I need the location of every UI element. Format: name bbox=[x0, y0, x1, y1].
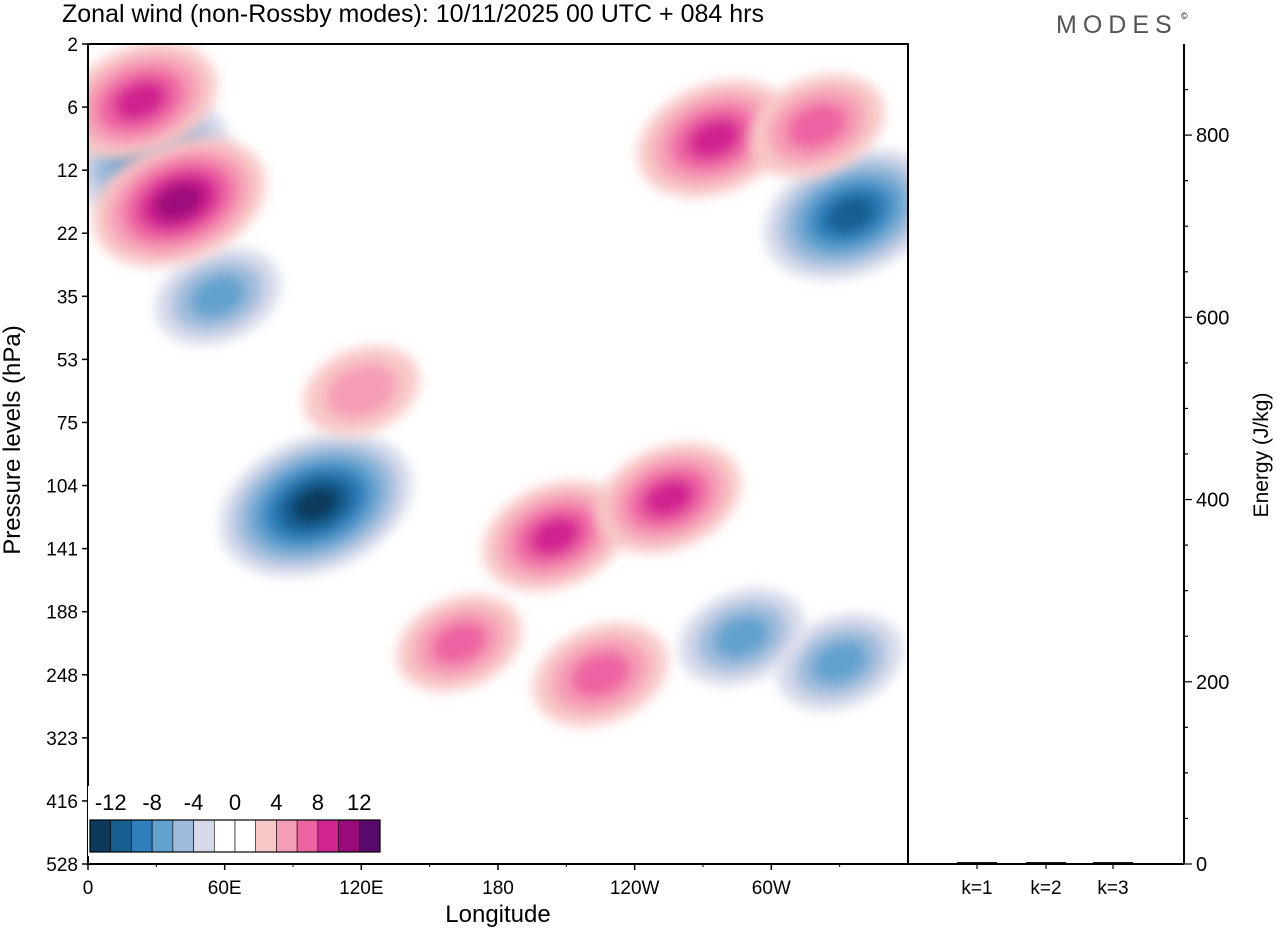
energy-bar bbox=[1093, 862, 1133, 865]
colorbar-label: -12 bbox=[95, 790, 127, 815]
colorbar-swatch bbox=[151, 819, 174, 853]
colorbar-label: 4 bbox=[270, 790, 282, 815]
westerly-anomaly bbox=[303, 345, 420, 436]
westerly-anomaly bbox=[637, 80, 792, 197]
easterly-anomaly bbox=[219, 432, 412, 577]
contour-level bbox=[643, 479, 694, 518]
y-tick-label: 248 bbox=[46, 666, 78, 687]
y-tick-label: 12 bbox=[57, 161, 78, 182]
colorbar-swatch bbox=[234, 819, 257, 853]
energy-category-label: k=2 bbox=[1030, 878, 1061, 899]
contour-level bbox=[529, 516, 581, 556]
easterly-anomaly bbox=[764, 149, 908, 280]
y-tick-label: 53 bbox=[57, 350, 78, 371]
energy-category-label: k=1 bbox=[961, 878, 992, 899]
contour-level bbox=[811, 640, 868, 684]
colorbar-swatch bbox=[193, 819, 215, 853]
x-tick-label: 180 bbox=[482, 878, 514, 899]
easterly-anomaly bbox=[777, 613, 903, 711]
energy-category-label: k=3 bbox=[1097, 878, 1128, 899]
y-tick-label: 35 bbox=[57, 287, 78, 308]
y-tick-label: 141 bbox=[46, 540, 78, 561]
energy-bars: 0 200 400 600 800 k=1 k=2 k=3 bbox=[957, 88, 1229, 899]
energy-tick-label: 0 bbox=[1196, 854, 1207, 876]
x-tick-label: 120E bbox=[339, 878, 383, 899]
longitude-axis: 0 60E 120E 180 120W 60W bbox=[83, 864, 841, 899]
contour-level bbox=[570, 651, 631, 698]
y-tick-label: 416 bbox=[46, 792, 78, 813]
colorbar-label: -4 bbox=[184, 790, 204, 815]
westerly-anomaly bbox=[749, 74, 885, 178]
colorbar-label: 12 bbox=[347, 790, 371, 815]
contour-level bbox=[713, 615, 770, 659]
x-tick-label: 120W bbox=[610, 878, 660, 899]
wind-anomaly-field bbox=[88, 44, 908, 727]
energy-bar bbox=[957, 862, 997, 865]
heatmap-panel bbox=[87, 43, 909, 865]
colorbar-label: -8 bbox=[142, 790, 162, 815]
contour-level bbox=[113, 80, 168, 122]
colorbar-swatch bbox=[213, 819, 236, 853]
y-tick-label: 6 bbox=[67, 98, 78, 119]
westerly-anomaly bbox=[88, 44, 218, 160]
contour-level bbox=[687, 118, 742, 159]
y-axis-label: Pressure levels (hPa) bbox=[0, 325, 26, 554]
contour-level bbox=[292, 487, 340, 522]
colorbar-swatch bbox=[276, 819, 298, 853]
chart-title: Zonal wind (non-Rossby modes): 10/11/202… bbox=[62, 0, 764, 28]
energy-tick-label: 800 bbox=[1196, 125, 1229, 147]
y-tick-label: 188 bbox=[46, 603, 78, 624]
westerly-anomaly bbox=[396, 594, 522, 692]
energy-tick-label: 200 bbox=[1196, 672, 1229, 694]
westerly-anomaly bbox=[92, 136, 266, 267]
energy-bar bbox=[1026, 862, 1066, 865]
modes-logo-mark: © bbox=[1181, 11, 1188, 21]
energy-axis-label: Energy (J/kg) bbox=[1250, 393, 1273, 518]
colorbar-label: 8 bbox=[312, 790, 324, 815]
easterly-anomaly bbox=[155, 247, 281, 345]
contour-level bbox=[154, 183, 204, 221]
contour-level bbox=[325, 363, 397, 419]
colorbar-swatch bbox=[255, 819, 277, 853]
y-tick-label: 528 bbox=[46, 855, 78, 876]
westerly-anomaly bbox=[533, 623, 668, 727]
colorbar-swatch bbox=[358, 819, 381, 853]
colorbar-label: 0 bbox=[229, 790, 241, 815]
contour-level bbox=[431, 621, 488, 665]
y-tick-label: 2 bbox=[67, 35, 78, 56]
y-tick-label: 75 bbox=[57, 413, 78, 434]
energy-tick-label: 400 bbox=[1196, 490, 1229, 512]
energy-panel: 0 200 400 600 800 k=1 k=2 k=3 bbox=[908, 44, 1229, 899]
colorbar-swatch bbox=[338, 819, 360, 853]
contour-level bbox=[190, 274, 246, 318]
westerly-anomaly bbox=[482, 480, 628, 592]
x-tick-label: 60E bbox=[208, 878, 242, 899]
y-tick-label: 22 bbox=[57, 224, 78, 245]
colorbar-swatch bbox=[317, 819, 339, 853]
colorbar-swatch bbox=[131, 819, 153, 853]
x-tick-label: 0 bbox=[83, 878, 94, 899]
energy-tick-label: 600 bbox=[1196, 307, 1229, 329]
y-tick-label: 323 bbox=[46, 729, 78, 750]
pressure-level-axis: 2 6 12 22 35 53 75 104 141 188 248 323 416 528 bbox=[46, 35, 88, 876]
x-tick-label: 60W bbox=[752, 878, 791, 899]
easterly-anomaly bbox=[679, 588, 805, 686]
colorbar-swatch bbox=[110, 819, 132, 853]
x-axis-label: Longitude bbox=[445, 901, 550, 928]
colorbar-swatch bbox=[89, 819, 112, 853]
colorbar-legend: -12 -8 -4 0 4 8 12 bbox=[88, 786, 382, 856]
contour-level bbox=[826, 195, 876, 233]
colorbar-frame bbox=[89, 819, 381, 853]
colorbar-swatch bbox=[296, 819, 319, 853]
contour-level bbox=[786, 103, 847, 149]
colorbar-swatch bbox=[172, 819, 194, 853]
y-tick-label: 104 bbox=[46, 477, 78, 498]
westerly-anomaly bbox=[596, 443, 741, 554]
modes-logo: MODES bbox=[1056, 11, 1178, 39]
